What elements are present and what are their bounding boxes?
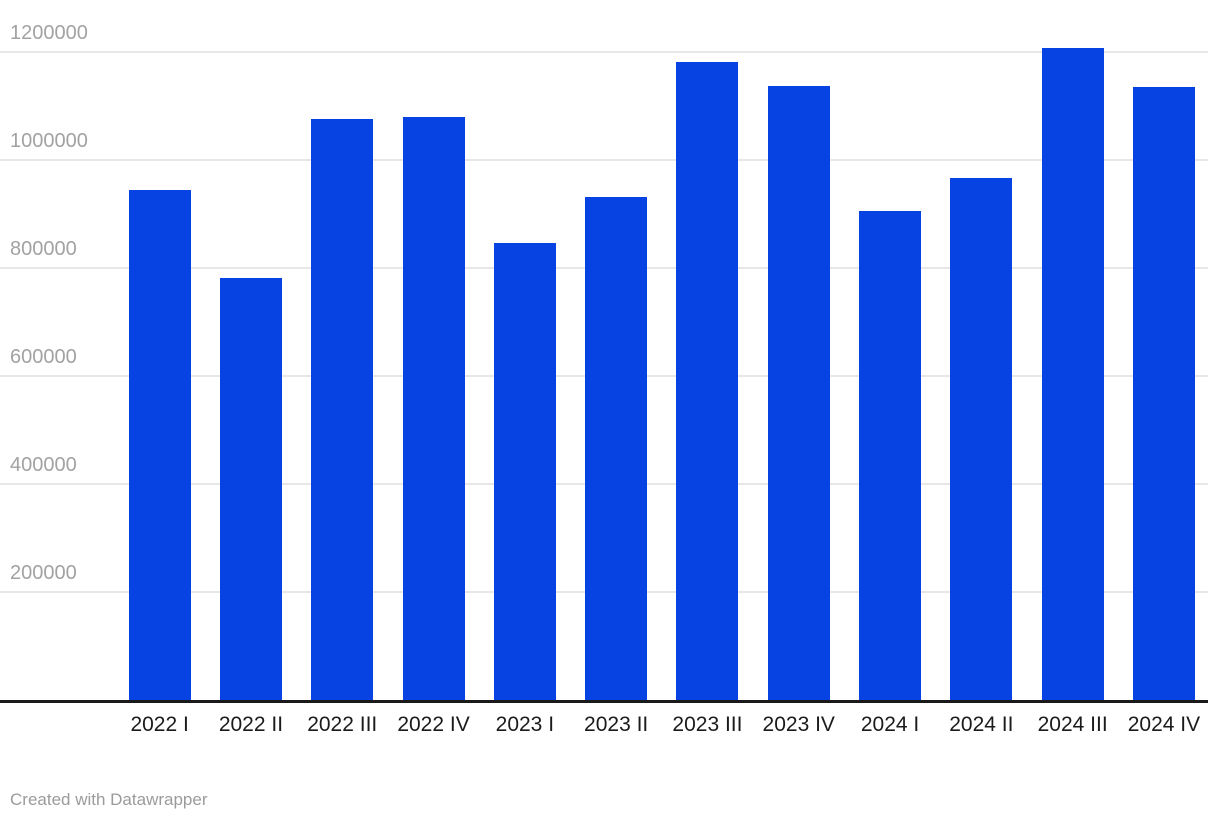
x-tick-label: 2022 IV	[397, 713, 470, 736]
bar-2023-iii	[676, 62, 739, 700]
x-tick-label: 2024 IV	[1127, 713, 1201, 736]
x-tick-label: 2023 III	[672, 713, 743, 736]
x-tick-label: 2023 IV	[762, 713, 835, 736]
y-tick-label: 400000	[10, 454, 77, 476]
bar-2024-i	[859, 211, 922, 700]
x-tick-label: 2022 II	[218, 713, 284, 736]
x-axis-line	[0, 700, 1208, 703]
y-tick-label: 800000	[10, 238, 77, 260]
bar-2023-ii	[585, 197, 648, 700]
x-tick-label: 2023 I	[495, 713, 555, 736]
bar-2024-iii	[1041, 48, 1104, 700]
y-tick-label: 1200000	[10, 22, 88, 44]
bar-2022-iii	[311, 118, 374, 700]
x-tick-label: 2024 I	[860, 713, 920, 736]
bar-2024-ii	[950, 177, 1013, 700]
x-tick-label: 2022 III	[307, 713, 378, 736]
bar-2022-iv	[402, 116, 465, 700]
bar-2022-ii	[219, 278, 282, 700]
y-tick-label: 200000	[10, 562, 77, 584]
gridline	[0, 51, 1208, 53]
x-tick-label: 2022 I	[130, 713, 189, 736]
y-tick-label: 600000	[10, 346, 77, 368]
x-tick-label: 2024 III	[1037, 713, 1108, 736]
y-tick-label: 1000000	[10, 130, 88, 152]
bar-2024-iv	[1132, 87, 1195, 700]
datawrapper-attribution-link[interactable]: Created with Datawrapper	[10, 790, 208, 809]
bar-2023-i	[493, 242, 556, 700]
bar-2023-iv	[767, 86, 830, 700]
x-tick-label: 2023 II	[584, 713, 649, 736]
plot-area: 200000 400000 600000 800000 1000000 1200000	[0, 22, 1208, 700]
x-tick-label: 2024 II	[949, 713, 1014, 736]
gridline	[0, 159, 1208, 161]
bar-2022-i	[128, 189, 191, 700]
